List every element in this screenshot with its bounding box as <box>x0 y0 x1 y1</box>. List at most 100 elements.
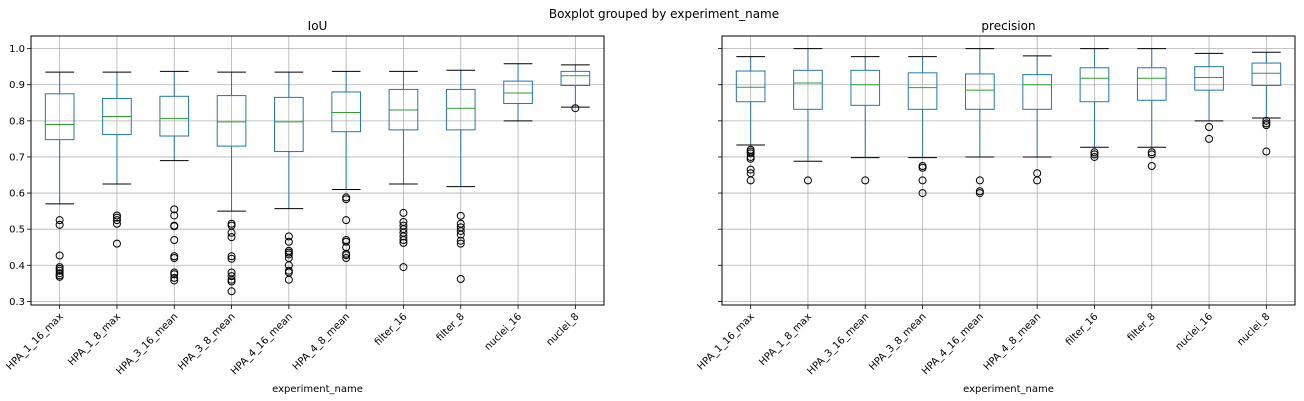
iou-axes-frame <box>30 35 605 306</box>
precision-box-HPA_4_16_mean <box>965 48 995 198</box>
outlier-point <box>571 104 580 113</box>
iou-xtick-label: filter_8 <box>435 311 467 343</box>
outlier-point <box>227 233 236 242</box>
precision-xtick-label: filter_8 <box>1126 311 1158 343</box>
outlier-point <box>746 149 755 158</box>
outlier-point <box>170 270 179 279</box>
iqr-box <box>735 70 766 103</box>
outlier-point <box>342 195 351 204</box>
outlier-point <box>1147 148 1156 157</box>
outlier-point <box>1205 134 1214 143</box>
iqr-box <box>1079 67 1110 103</box>
outlier-point <box>456 211 465 220</box>
iou-box-nuclei_16 <box>503 63 533 122</box>
outlier-point <box>342 251 351 260</box>
outlier-point <box>342 237 351 246</box>
outlier-point <box>227 228 236 237</box>
outlier-point <box>1205 122 1214 131</box>
iqr-box <box>1194 66 1224 91</box>
iou-box-nuclei_8 <box>560 64 591 113</box>
iqr-box <box>274 96 304 153</box>
iou-box-HPA_4_8_mean <box>331 70 361 263</box>
outlier-point <box>1090 152 1099 161</box>
outlier-point <box>55 269 64 278</box>
outlier-point <box>284 237 293 246</box>
precision-box-nuclei_16 <box>1194 52 1224 143</box>
outlier-point <box>227 252 236 261</box>
iou-xtick-label: nuclei_8 <box>545 311 582 348</box>
precision-axes-frame <box>721 35 1296 306</box>
outlier-point <box>918 176 927 185</box>
precision-box-HPA_1_8_max <box>793 48 823 185</box>
outlier-point <box>918 189 927 198</box>
outlier-point <box>918 163 927 172</box>
outlier-point <box>1262 116 1271 125</box>
iou-title: IoU <box>308 19 328 33</box>
iou-xtick-label: HPA_4_8_mean <box>291 311 352 372</box>
iou-ytick-label: 0.4 <box>9 261 25 272</box>
iou-box-HPA_3_8_mean <box>216 71 247 296</box>
iou-ytick-label: 0.3 <box>9 297 25 308</box>
outlier-point <box>456 236 465 245</box>
iou-ytick-label: 0.5 <box>9 225 25 236</box>
outlier-point <box>284 275 293 284</box>
outlier-point <box>170 211 179 220</box>
outlier-point <box>746 154 755 163</box>
outlier-point <box>1147 150 1156 159</box>
iqr-box <box>560 70 591 86</box>
precision-box-HPA_1_16_max <box>735 56 766 185</box>
outlier-point <box>284 232 293 241</box>
outlier-point <box>227 287 236 296</box>
outlier-point <box>55 266 64 275</box>
outlier-point <box>112 239 121 248</box>
precision-title: precision <box>981 19 1035 33</box>
outlier-point <box>342 216 351 225</box>
iou-ytick-label: 0.8 <box>9 116 25 127</box>
iou-box-HPA_4_16_mean <box>274 71 304 284</box>
iqr-box <box>503 80 533 105</box>
iou-ytick-label: 0.6 <box>9 189 25 200</box>
precision-xtick-label: HPA_4_8_mean <box>982 311 1043 372</box>
precision-xlabel: experiment_name <box>963 384 1054 395</box>
precision-xtick-label: nuclei_8 <box>1236 311 1273 348</box>
outlier-point <box>112 213 121 222</box>
outlier-point <box>1090 148 1099 157</box>
iou-xlabel: experiment_name <box>272 384 363 395</box>
precision-xtick-label: nuclei_16 <box>1174 311 1215 352</box>
iqr-box <box>445 88 476 131</box>
iqr-box <box>216 95 247 147</box>
iou-panel: IoU experiment_name 0.3 0.4 0.5 0.6 0.7 0.8 0.… <box>5 19 605 395</box>
iou-xtick-label: HPA_3_8_mean <box>176 311 237 372</box>
outlier-point <box>170 273 179 282</box>
outlier-point <box>1262 121 1271 130</box>
iou-xtick-label: nuclei_16 <box>483 311 524 352</box>
iou-box-filter_8 <box>445 69 476 284</box>
outlier-point <box>456 275 465 284</box>
iqr-box <box>850 69 881 106</box>
outlier-point <box>227 254 236 263</box>
outlier-point <box>55 216 64 225</box>
outlier-point <box>170 205 179 214</box>
precision-xtick-label: HPA_4_16_mean <box>920 311 986 377</box>
outlier-point <box>399 232 408 241</box>
outlier-point <box>456 226 465 235</box>
iqr-box <box>331 91 361 133</box>
outlier-point <box>170 276 179 285</box>
outlier-point <box>170 254 179 263</box>
figure-suptitle: Boxplot grouped by experiment_name <box>549 7 779 21</box>
precision-box-HPA_3_8_mean <box>907 56 938 198</box>
precision-box-HPA_3_16_mean <box>850 56 881 185</box>
outlier-point <box>399 238 408 247</box>
outlier-point <box>975 189 984 198</box>
outlier-point <box>1033 176 1042 185</box>
outlier-point <box>399 263 408 272</box>
precision-xtick-label: HPA_1_8_max <box>757 311 814 368</box>
outlier-point <box>55 272 64 281</box>
precision-box-filter_8 <box>1136 48 1167 170</box>
outlier-point <box>746 165 755 174</box>
outlier-point <box>342 243 351 252</box>
iqr-box <box>1251 62 1282 86</box>
outlier-point <box>227 277 236 286</box>
outlier-point <box>399 208 408 217</box>
outlier-point <box>975 176 984 185</box>
